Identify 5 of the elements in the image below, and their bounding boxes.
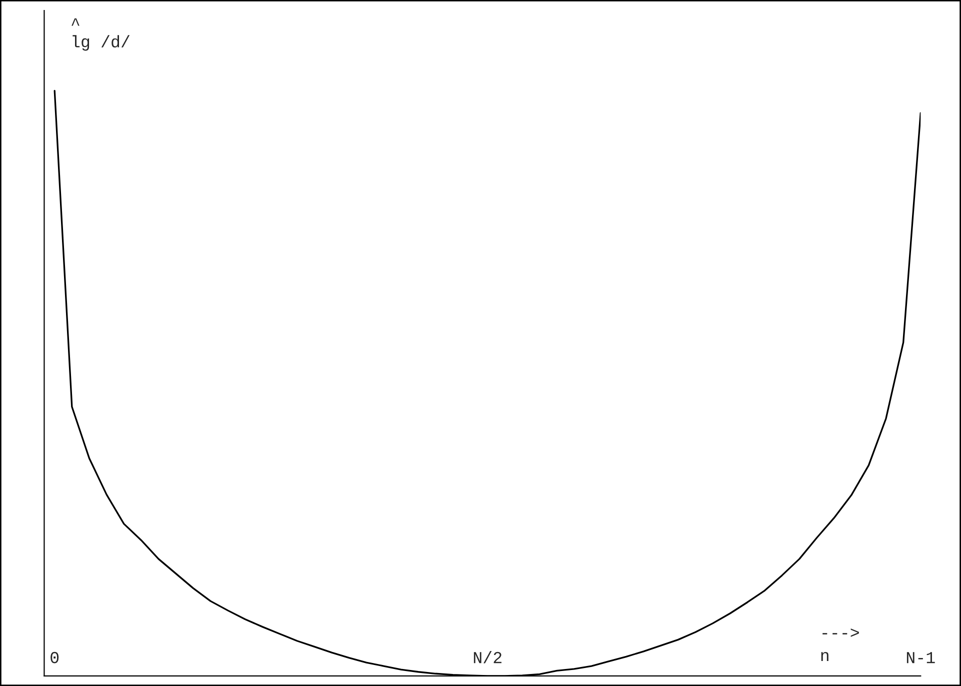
x-tick-label: N-1: [906, 652, 935, 664]
x-tick-label: 0: [50, 652, 59, 664]
x-axis-title: ---> n: [821, 628, 859, 661]
y-axis-title: ^ lg /d/: [72, 18, 130, 51]
x-tick-label: N/2: [474, 650, 502, 664]
